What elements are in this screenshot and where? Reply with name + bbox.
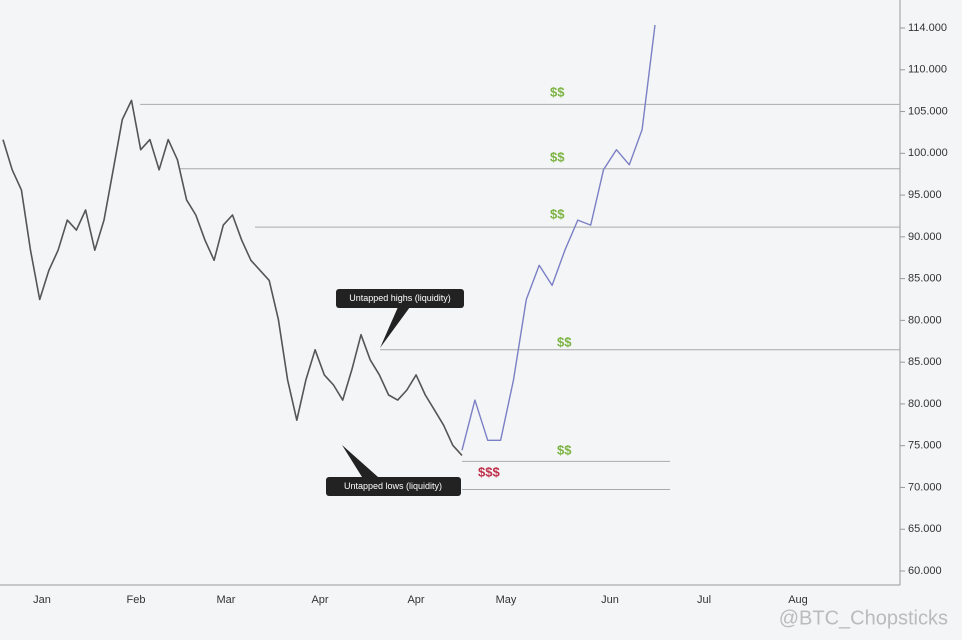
y-tick-label: 80.000 <box>908 314 942 326</box>
level-label: $$ <box>550 206 565 221</box>
y-tick-label: 114.000 <box>908 22 947 34</box>
price-line <box>2 99 463 456</box>
annotation-pointer <box>380 307 410 348</box>
level-label: $$ <box>550 149 565 164</box>
level-label: $$$ <box>478 464 500 479</box>
x-tick-label: Feb <box>127 594 146 606</box>
annotation-highs: Untapped highs (liquidity) <box>336 289 464 348</box>
y-tick-label: 75.000 <box>908 440 942 452</box>
x-tick-label: May <box>496 594 517 606</box>
y-tick-label: 85.000 <box>908 273 942 285</box>
y-tick-label: 100.000 <box>908 147 948 159</box>
watermark: @BTC_Chopsticks <box>779 607 948 629</box>
annotation-text: Untapped lows (liquidity) <box>344 481 442 491</box>
annotation-pointer <box>342 445 378 477</box>
y-tick-label: 110.000 <box>908 64 947 76</box>
y-tick-label: 60.000 <box>908 565 942 577</box>
y-tick-label: 105.000 <box>908 105 948 117</box>
y-tick-label: 65.000 <box>908 523 942 535</box>
level-label: $$ <box>557 442 572 457</box>
annotation-lows: Untapped lows (liquidity) <box>326 445 461 496</box>
y-tick-label: 85.000 <box>908 356 942 368</box>
y-tick-label: 90.000 <box>908 231 942 243</box>
y-tick-label: 95.000 <box>908 189 942 201</box>
level-label: $$ <box>557 334 572 349</box>
x-tick-label: Jan <box>33 594 51 606</box>
y-tick-label: 70.000 <box>908 481 942 493</box>
y-tick-label: 80.000 <box>908 398 942 410</box>
x-tick-label: Jul <box>697 594 711 606</box>
annotation-text: Untapped highs (liquidity) <box>349 293 451 303</box>
x-tick-label: Aug <box>788 594 808 606</box>
level-label: $$ <box>550 84 565 99</box>
annotation-box <box>336 289 464 308</box>
annotation-box <box>326 477 461 496</box>
x-tick-label: Jun <box>601 594 619 606</box>
x-tick-label: Mar <box>217 594 236 606</box>
projection-line <box>461 24 656 451</box>
x-tick-label: Apr <box>311 594 328 606</box>
x-tick-label: Apr <box>407 594 424 606</box>
